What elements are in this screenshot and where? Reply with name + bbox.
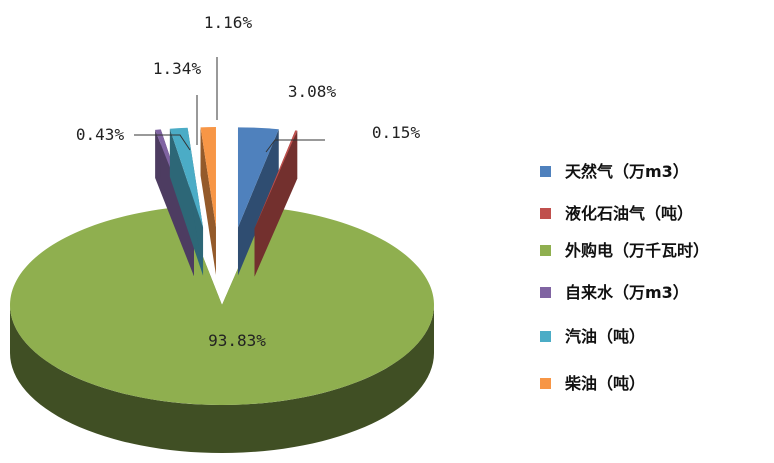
slice-wall [254, 130, 298, 277]
leader-line [265, 139, 325, 153]
data-label: 93.83% [208, 331, 266, 350]
legend: 天然气（万m3） 液化石油气（吨） 外购电（万千瓦时） 自来水（万m3） 汽油（吨） 柴油… [540, 162, 709, 393]
pie-slice [237, 127, 279, 228]
slice-wall [237, 129, 279, 276]
pie-slice [169, 127, 204, 228]
leader-line [134, 134, 191, 151]
legend-swatch [540, 378, 551, 389]
slice-wall [200, 127, 216, 276]
pie-slice [254, 130, 298, 229]
pie-slice [10, 206, 435, 405]
data-labels: 3.08% 0.15% 93.83% 0.43% 1.34% 1.16% [76, 13, 421, 350]
legend-label: 自来水（万m3） [565, 283, 689, 302]
data-label: 0.15% [372, 123, 421, 142]
data-label: 0.43% [76, 125, 125, 144]
legend-label: 天然气（万m3） [565, 162, 689, 181]
legend-swatch [540, 208, 551, 219]
slice-side [10, 305, 434, 453]
legend-swatch [540, 331, 551, 342]
legend-label: 液化石油气（吨） [565, 204, 693, 223]
data-label: 1.16% [204, 13, 253, 32]
leader-lines [134, 57, 325, 153]
pie-slice [200, 127, 216, 228]
pie [10, 127, 435, 453]
legend-label: 柴油（吨） [564, 374, 645, 393]
data-label: 3.08% [288, 82, 337, 101]
data-label: 1.34% [153, 59, 202, 78]
legend-swatch [540, 166, 551, 177]
slice-wall [160, 129, 194, 277]
slice-wall [169, 128, 204, 276]
legend-label: 汽油（吨） [565, 327, 645, 346]
legend-swatch [540, 245, 551, 256]
legend-label: 外购电（万千瓦时） [564, 241, 709, 260]
legend-swatch [540, 287, 551, 298]
